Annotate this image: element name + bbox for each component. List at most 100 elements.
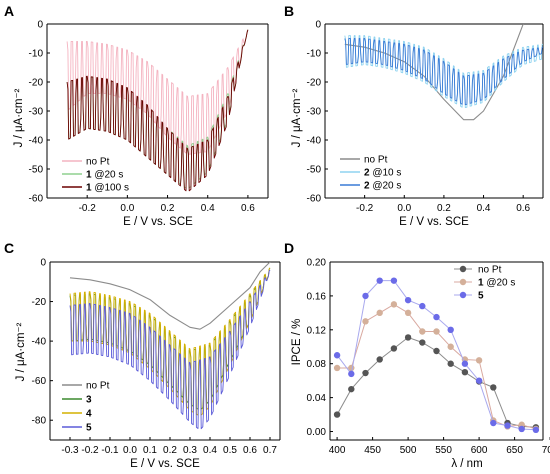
data-point	[504, 422, 511, 429]
legend-label-suffix: @20 s	[484, 278, 516, 289]
x-tick-label: 0.5	[223, 445, 237, 456]
panel-c-plot: -0.3 -0.2 -0.1 0.0 0.1 0.2 0.3 0.4 0.5 0.6 0.7 0 -20…	[32, 258, 281, 456]
data-point	[490, 419, 497, 427]
data-point	[433, 313, 440, 321]
x-tick-label: 0.0	[120, 203, 134, 214]
panel-a-letter: A	[4, 3, 14, 19]
legend-label-text: no Pt	[86, 381, 110, 392]
panel-c-ylabel: J / μA·cm⁻²	[15, 322, 27, 381]
data-point	[376, 277, 383, 284]
x-tick-label: 0.7	[263, 445, 277, 456]
x-tick-label: 0.4	[477, 203, 491, 214]
legend-label: no Pt	[478, 265, 502, 276]
y-tick-label: 0.00	[307, 427, 327, 438]
legend-label: no Pt	[86, 157, 110, 168]
x-tick-label: -0.2	[79, 203, 97, 214]
series-line	[66, 29, 249, 192]
series-line	[69, 262, 271, 330]
legend-label-suffix: @100 s	[92, 183, 129, 194]
data-point	[475, 377, 483, 384]
panel-c-letter: C	[4, 240, 14, 256]
x-tick-label: 550	[435, 445, 452, 456]
y-tick-label: -40	[32, 337, 47, 348]
x-tick-label: 0.0	[123, 445, 137, 456]
data-point	[419, 302, 426, 310]
legend-label-suffix: @20 s	[370, 181, 402, 192]
series-line	[344, 35, 543, 109]
legend-label-text: no Pt	[86, 157, 110, 168]
data-point	[419, 339, 426, 346]
panel-a-xlabel: E / V vs. SCE	[123, 216, 193, 228]
legend-label: 1 @100 s	[86, 183, 129, 194]
legend-item: no Pt	[454, 265, 502, 276]
legend-label: 1 @20 s	[478, 278, 515, 289]
panel-b-plot: -0.2 0.0 0.2 0.4 0.6 0 -10 -20 -30 -40 -50 -60 no Pt…	[307, 20, 544, 214]
data-point	[433, 347, 440, 355]
legend-swatch-marker	[459, 265, 467, 273]
series-line	[344, 38, 543, 106]
legend-item: 4	[62, 409, 92, 420]
legend-item: 5	[62, 423, 92, 434]
legend-item: 5	[454, 291, 484, 302]
y-tick-label: -20	[29, 78, 44, 89]
x-tick-label: -0.3	[61, 445, 79, 456]
legend-label: 3	[86, 395, 92, 406]
data-point	[376, 309, 383, 317]
data-point	[461, 360, 469, 367]
x-tick-label: 0.2	[161, 203, 175, 214]
data-point	[333, 411, 341, 418]
panel-d-xlabel: λ / nm	[451, 458, 482, 470]
legend-label: 4	[86, 409, 92, 420]
data-point	[518, 425, 525, 433]
y-tick-label: -30	[29, 107, 44, 118]
x-tick-label: 650	[506, 445, 523, 456]
legend-label: 2 @20 s	[364, 181, 401, 192]
panel-a: A J / μA·cm⁻² E / V vs. SCE -0.2 0.0 0.2 0.…	[4, 3, 269, 228]
legend-item: 2 @10 s	[340, 168, 401, 179]
panel-d-letter: D	[284, 240, 294, 256]
y-tick-label: 0.08	[307, 359, 327, 370]
x-tick-label: 0.4	[203, 445, 217, 456]
y-tick-label: -40	[29, 136, 44, 147]
x-tick-label: 0.1	[143, 445, 157, 456]
data-point	[333, 364, 341, 372]
data-point	[362, 369, 369, 377]
x-tick-label: -0.1	[101, 445, 119, 456]
legend-label: 1 @20 s	[86, 170, 123, 181]
data-point	[532, 426, 540, 434]
y-tick-label: 0.16	[307, 291, 327, 302]
series-line	[69, 269, 271, 430]
legend-item: 2 @20 s	[340, 181, 401, 192]
x-tick-label: 0.3	[183, 445, 197, 456]
data-point	[333, 352, 341, 359]
legend-label-bold: 2	[364, 168, 370, 179]
data-point	[475, 357, 483, 364]
data-point	[461, 368, 469, 376]
series-line	[344, 24, 524, 121]
y-tick-label: 0.04	[307, 393, 327, 404]
y-tick-label: 0	[315, 20, 321, 31]
legend-label-bold: 1	[86, 183, 92, 194]
series-group	[69, 262, 271, 430]
x-tick-label: 0.6	[243, 445, 257, 456]
x-tick-label: 0.6	[241, 203, 255, 214]
panel-c-xlabel: E / V vs. SCE	[130, 458, 200, 470]
data-point	[390, 301, 398, 308]
y-tick-label: -50	[307, 165, 322, 176]
panel-b-letter: B	[284, 3, 294, 19]
legend-label-text: no Pt	[478, 265, 502, 276]
y-tick-label: -60	[32, 376, 47, 387]
legend-label-bold: 1	[86, 170, 92, 181]
legend-label: no Pt	[364, 155, 388, 166]
y-tick-label: -20	[307, 78, 322, 89]
x-tick-label: 0.2	[437, 203, 451, 214]
y-tick-label: -80	[32, 416, 47, 427]
legend-item: 1 @100 s	[62, 183, 129, 194]
x-tick-label: 0.0	[397, 203, 411, 214]
legend-label-bold: 3	[86, 395, 92, 406]
data-point	[447, 360, 454, 367]
panel-a-ylabel: J / μA·cm⁻²	[13, 88, 25, 147]
x-tick-label: -0.2	[81, 445, 99, 456]
legend: no Pt1 @20 s1 @100 s	[62, 157, 129, 194]
